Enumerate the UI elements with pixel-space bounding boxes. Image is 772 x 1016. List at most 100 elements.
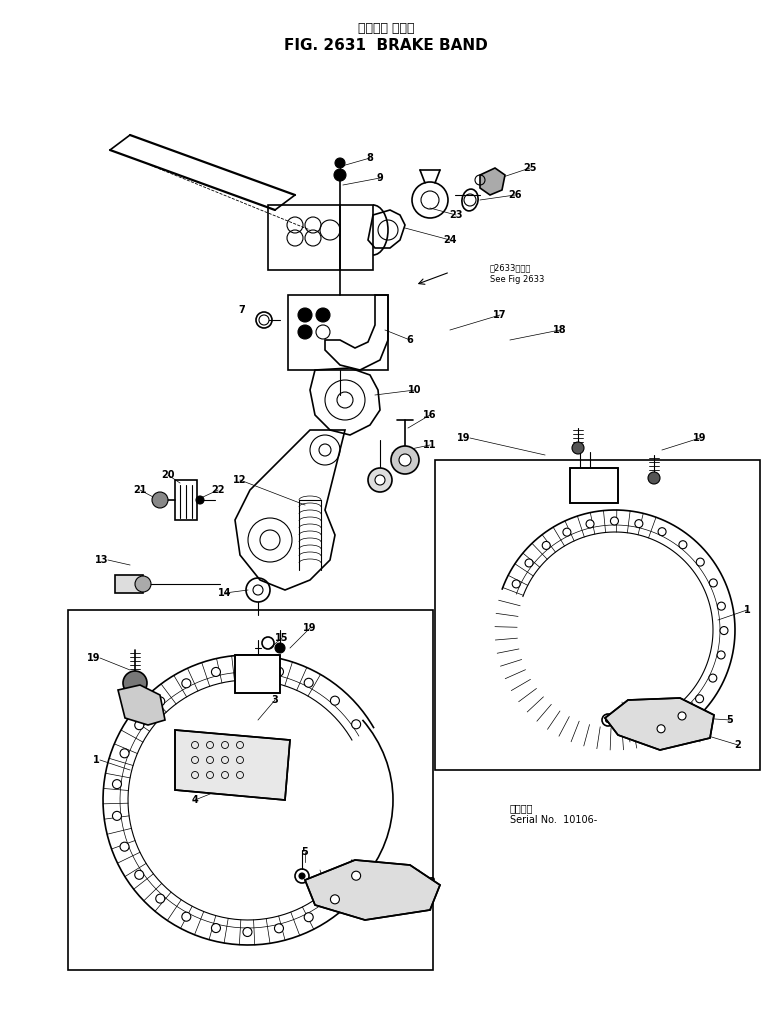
Text: 4: 4 (191, 795, 198, 805)
Polygon shape (480, 168, 505, 195)
Text: 7: 7 (239, 305, 245, 315)
Text: 5: 5 (726, 715, 733, 725)
Circle shape (605, 717, 611, 722)
Text: 19: 19 (303, 623, 317, 633)
Text: 19: 19 (693, 433, 706, 443)
Text: 5: 5 (302, 847, 308, 858)
Circle shape (113, 812, 121, 820)
Circle shape (351, 719, 361, 728)
Bar (68, 610, 433, 970)
Circle shape (351, 871, 361, 880)
Text: 17: 17 (493, 310, 506, 320)
Circle shape (304, 912, 313, 922)
Circle shape (156, 894, 164, 903)
Polygon shape (305, 860, 440, 920)
Circle shape (113, 779, 121, 788)
Text: 2: 2 (735, 740, 741, 750)
Text: 19: 19 (456, 433, 470, 443)
Text: 6: 6 (407, 335, 413, 345)
Circle shape (648, 472, 660, 484)
Circle shape (123, 671, 147, 695)
Circle shape (120, 842, 129, 851)
Bar (268, 205, 373, 270)
Text: 10: 10 (408, 385, 422, 395)
Circle shape (375, 475, 385, 485)
Circle shape (304, 679, 313, 687)
Bar (288, 295, 388, 370)
Circle shape (696, 695, 703, 703)
Circle shape (330, 696, 340, 705)
Circle shape (120, 749, 129, 758)
Text: 12: 12 (233, 475, 247, 485)
Circle shape (717, 651, 725, 659)
Text: 図2633図参照: 図2633図参照 (490, 263, 531, 272)
Circle shape (243, 928, 252, 937)
Circle shape (275, 924, 283, 933)
Circle shape (657, 724, 665, 733)
Circle shape (720, 627, 728, 635)
Text: Serial No.  10106-: Serial No. 10106- (510, 815, 598, 825)
Circle shape (542, 542, 550, 550)
Circle shape (696, 558, 704, 566)
Bar (235, 655, 280, 693)
Text: 2: 2 (428, 877, 435, 887)
Circle shape (709, 579, 717, 587)
Text: 23: 23 (449, 210, 462, 220)
Text: 8: 8 (367, 153, 374, 163)
Circle shape (298, 325, 312, 339)
Circle shape (678, 712, 686, 720)
Circle shape (611, 517, 618, 525)
Circle shape (525, 559, 533, 567)
Circle shape (586, 520, 594, 528)
Text: 9: 9 (377, 173, 384, 183)
Text: ブレーキ バンド: ブレーキ バンド (357, 21, 415, 35)
Circle shape (135, 576, 151, 592)
Text: 25: 25 (523, 163, 537, 173)
Circle shape (135, 871, 144, 879)
Circle shape (368, 468, 392, 492)
Circle shape (182, 912, 191, 922)
Text: 15: 15 (276, 633, 289, 643)
Text: 24: 24 (443, 235, 457, 245)
Bar (435, 460, 760, 770)
Circle shape (212, 668, 221, 677)
Circle shape (563, 528, 571, 536)
Text: 11: 11 (423, 440, 437, 450)
Circle shape (391, 446, 419, 474)
Text: 1: 1 (743, 605, 750, 615)
Circle shape (298, 308, 312, 322)
Circle shape (212, 924, 221, 933)
Text: 19: 19 (86, 653, 100, 663)
Text: 13: 13 (94, 555, 108, 565)
Text: 21: 21 (134, 485, 147, 495)
Text: See Fig 2633: See Fig 2633 (490, 274, 544, 283)
Circle shape (259, 315, 269, 325)
Circle shape (196, 496, 204, 504)
Circle shape (572, 442, 584, 454)
Circle shape (152, 492, 168, 508)
Text: 1: 1 (93, 755, 100, 765)
Text: 22: 22 (212, 485, 225, 495)
Bar (570, 468, 618, 503)
Circle shape (330, 895, 340, 904)
Text: 14: 14 (218, 588, 232, 598)
Text: 適用号竜: 適用号竜 (510, 803, 533, 813)
Circle shape (679, 541, 687, 549)
Circle shape (316, 308, 330, 322)
Text: 16: 16 (423, 410, 437, 420)
Circle shape (275, 668, 283, 677)
Polygon shape (118, 685, 165, 725)
Circle shape (335, 158, 345, 168)
Text: 3: 3 (272, 695, 279, 705)
Circle shape (709, 674, 717, 682)
Circle shape (243, 663, 252, 673)
Polygon shape (175, 731, 290, 800)
Circle shape (275, 643, 285, 653)
Bar (570, 468, 618, 503)
Circle shape (399, 454, 411, 466)
Polygon shape (605, 698, 714, 750)
Circle shape (635, 519, 643, 527)
Circle shape (299, 873, 305, 879)
Text: 26: 26 (508, 190, 522, 200)
Circle shape (135, 720, 144, 729)
